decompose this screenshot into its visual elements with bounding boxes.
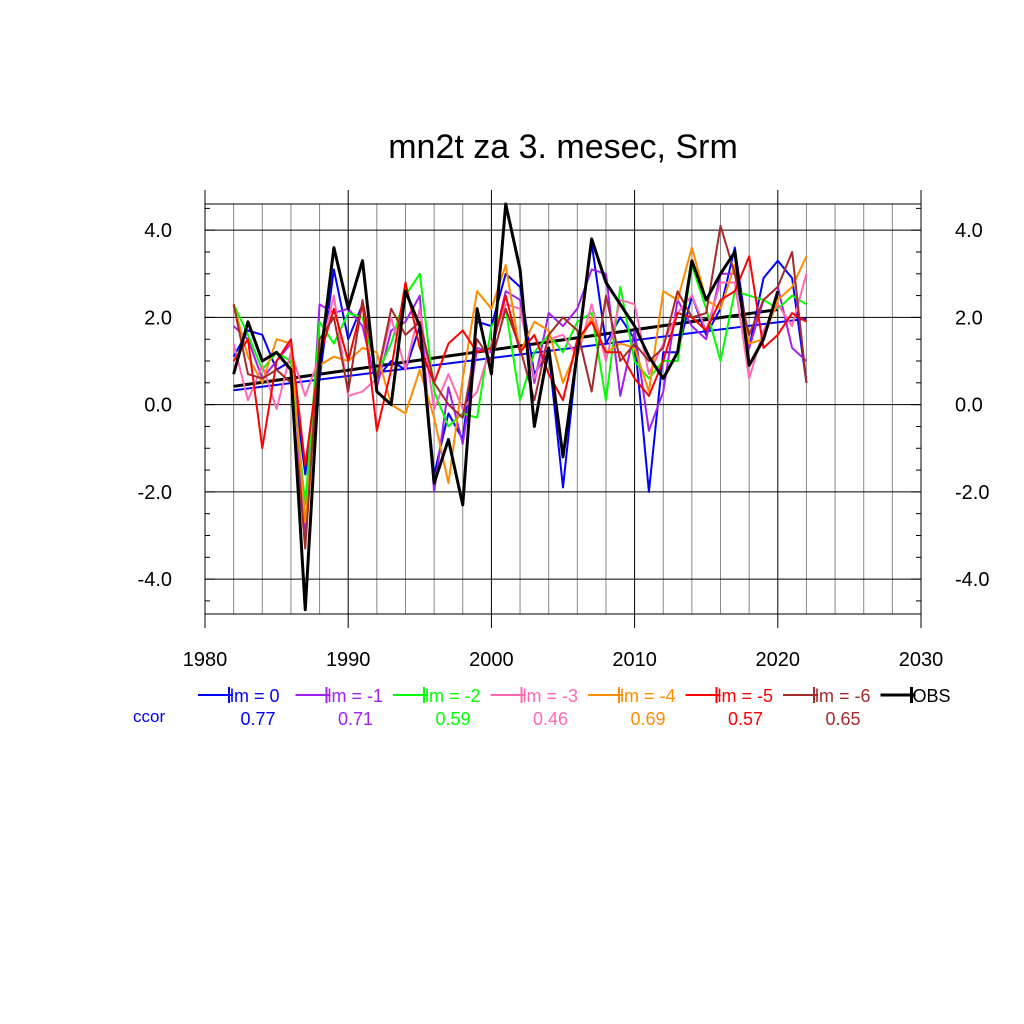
legend: ccor lm = 0 0.77 lm = -1 0.71 lm = -2 0.59 lm …	[133, 686, 951, 729]
x-tick-label: 2010	[612, 649, 657, 671]
trend-lines	[233, 308, 807, 392]
ccor-label: ccor	[133, 707, 165, 726]
legend-label: lm = -5	[718, 686, 774, 706]
trend-line	[233, 308, 779, 388]
legend-ccor-value: 0.69	[630, 709, 665, 729]
legend-label: lm = -1	[328, 686, 384, 706]
y-tick-label-right: 2.0	[955, 307, 983, 329]
y-tick-label-right: 0.0	[955, 395, 983, 417]
x-tick-label: 2030	[899, 649, 944, 671]
y-tick-label-left: -2.0	[138, 482, 172, 504]
x-tick-label: 1990	[326, 649, 371, 671]
series-line	[232, 273, 808, 410]
legend-ccor-value: 0.46	[533, 709, 568, 729]
y-tick-label-left: 0.0	[144, 395, 172, 417]
legend-label: lm = 0	[230, 686, 280, 706]
y-tick-label-left: 4.0	[144, 220, 172, 242]
legend-ccor-value: 0.59	[435, 709, 470, 729]
legend-ccor-value: 0.65	[825, 709, 860, 729]
legend-label: OBS	[913, 686, 951, 706]
legend-label: lm = -6	[815, 686, 871, 706]
trend-line	[233, 317, 807, 392]
x-tick-label: 1980	[183, 649, 228, 671]
legend-ccor-value: 0.57	[728, 709, 763, 729]
y-tick-label-right: 4.0	[955, 220, 983, 242]
legend-label: lm = -4	[620, 686, 676, 706]
chart-title: mn2t za 3. mesec, Srm	[388, 128, 738, 166]
series-lines	[232, 202, 808, 612]
y-tick-label-left: -4.0	[138, 569, 172, 591]
plot-frame	[204, 203, 922, 615]
axes: -4.0 -4.0 -2.0 -2.0 0.0 0.0 2.0 2.0 4.0 4.0 1980 19…	[138, 207, 989, 671]
legend-label: lm = -3	[523, 686, 579, 706]
y-tick-label-right: -2.0	[955, 482, 989, 504]
y-tick-label-left: 2.0	[144, 307, 172, 329]
series-line	[232, 224, 808, 550]
legend-ccor-value: 0.77	[240, 709, 275, 729]
x-tick-label: 2020	[756, 649, 801, 671]
legend-label: lm = -2	[425, 686, 481, 706]
y-tick-label-right: -4.0	[955, 569, 989, 591]
series-line	[232, 264, 807, 506]
x-tick-label: 2000	[469, 649, 514, 671]
legend-ccor-value: 0.71	[338, 709, 373, 729]
